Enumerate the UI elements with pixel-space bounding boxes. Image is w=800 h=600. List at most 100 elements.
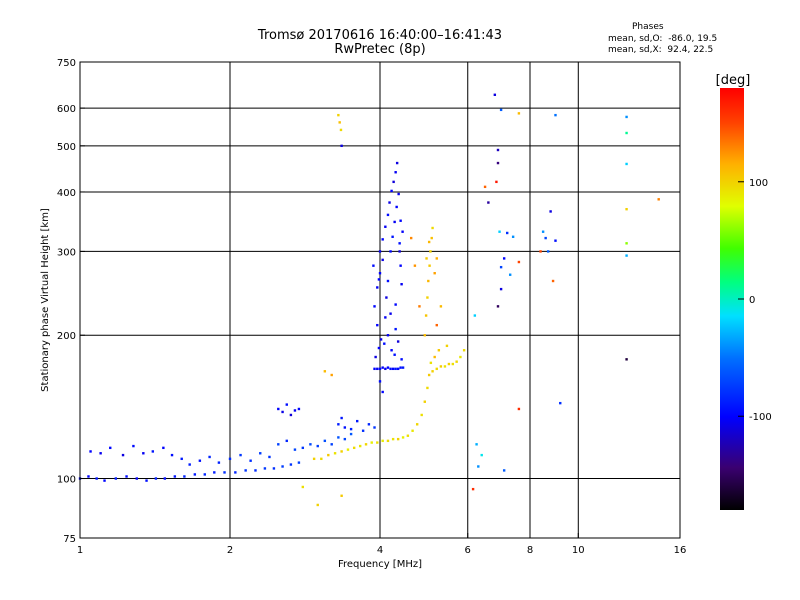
data-point <box>546 250 550 253</box>
data-point <box>411 429 414 432</box>
data-point <box>355 419 359 423</box>
data-point <box>337 436 340 439</box>
data-point <box>451 362 455 366</box>
data-point <box>625 162 628 166</box>
y-axis-ticks: 75 100 200 300 400 500 600 750 <box>57 58 85 545</box>
data-point <box>394 367 397 371</box>
data-point <box>391 235 394 238</box>
data-point <box>346 448 350 451</box>
data-point <box>173 475 177 478</box>
data-point <box>378 272 382 275</box>
data-point <box>193 473 197 476</box>
data-point <box>480 453 483 457</box>
data-point <box>487 201 490 204</box>
y-tick-label: 300 <box>57 247 76 258</box>
data-point <box>381 238 384 241</box>
data-point <box>373 367 376 371</box>
data-point <box>381 258 384 262</box>
data-point <box>340 416 343 420</box>
data-point <box>386 334 390 337</box>
data-point <box>95 477 98 480</box>
data-point <box>151 450 155 453</box>
x-tick-label: 2 <box>227 545 233 556</box>
data-point <box>272 467 276 470</box>
data-point <box>544 236 547 240</box>
data-point <box>396 437 400 441</box>
data-point <box>385 296 388 299</box>
data-point <box>517 407 521 411</box>
data-point <box>423 334 426 337</box>
data-point <box>378 380 382 383</box>
data-point <box>386 279 390 283</box>
data-point <box>163 477 167 480</box>
data-point <box>203 473 206 476</box>
data-point <box>213 471 216 474</box>
data-point <box>399 219 402 222</box>
data-point <box>316 503 319 507</box>
data-point <box>429 250 432 253</box>
data-point <box>433 355 436 359</box>
data-point <box>384 225 387 228</box>
data-point <box>121 453 125 457</box>
x-axis-ticks: 1 2 4 6 8 10 16 <box>77 533 686 556</box>
data-point <box>539 250 542 253</box>
data-point <box>339 128 343 132</box>
data-point <box>429 361 433 365</box>
data-point <box>396 367 400 371</box>
data-point <box>384 316 387 319</box>
data-point <box>502 469 506 472</box>
data-point <box>462 349 466 352</box>
x-tick-label: 1 <box>77 545 83 556</box>
data-point <box>254 469 257 472</box>
data-point <box>301 485 305 489</box>
data-point <box>625 358 628 361</box>
data-point <box>508 273 512 276</box>
data-point <box>340 450 343 453</box>
phases-header: Phases <box>632 22 664 32</box>
data-point <box>208 455 211 459</box>
data-point <box>413 264 417 267</box>
data-point <box>398 250 401 253</box>
data-point <box>384 367 387 371</box>
data-point <box>394 303 397 306</box>
colorbar-tick-label: 0 <box>749 295 755 306</box>
data-point <box>475 443 478 446</box>
data-point <box>289 413 293 417</box>
data-point <box>498 230 501 233</box>
data-point <box>401 230 404 233</box>
data-point <box>281 465 284 468</box>
data-point <box>125 475 128 478</box>
data-point <box>293 409 297 412</box>
data-points <box>78 93 660 507</box>
data-point <box>397 192 400 196</box>
colorbar-tick-label: 100 <box>749 178 768 189</box>
data-point <box>377 346 381 350</box>
data-point <box>381 439 384 443</box>
data-point <box>337 113 340 117</box>
data-point <box>394 327 397 331</box>
data-point <box>426 296 429 299</box>
data-point <box>505 231 509 235</box>
data-point <box>431 226 434 230</box>
data-point <box>154 477 158 480</box>
data-point <box>343 426 347 429</box>
chart-subtitle: RwPretec (8p) <box>334 42 426 57</box>
data-point <box>427 373 431 377</box>
data-point <box>132 444 135 448</box>
data-point <box>393 220 396 224</box>
data-point <box>297 407 301 411</box>
data-point <box>340 144 343 148</box>
chart-title: Tromsø 20170616 16:40:00–16:41:43 <box>257 28 503 43</box>
data-point <box>198 459 202 462</box>
data-point <box>343 437 347 441</box>
data-point <box>477 465 480 468</box>
data-point <box>511 235 515 238</box>
data-point <box>244 469 247 472</box>
data-point <box>389 312 392 315</box>
colorbar-tick-label: -100 <box>749 412 772 423</box>
data-point <box>455 360 458 363</box>
data-point <box>390 349 393 352</box>
data-point <box>388 201 391 204</box>
data-point <box>228 457 232 461</box>
data-point <box>427 240 431 244</box>
